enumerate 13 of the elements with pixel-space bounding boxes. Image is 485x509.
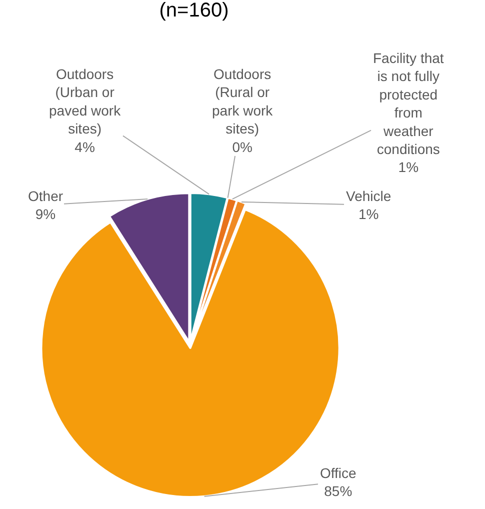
data-label: 9% bbox=[35, 206, 56, 222]
data-label: 85% bbox=[324, 483, 352, 500]
chart-title: (n=160) bbox=[159, 0, 229, 22]
category-label: Outdoors (Rural or park work sites) bbox=[212, 66, 273, 137]
text: 0% bbox=[232, 138, 252, 155]
slice-label: Office bbox=[320, 465, 357, 481]
data-label: 1% bbox=[398, 159, 419, 176]
slice-label: Other bbox=[28, 188, 64, 204]
slice-label: Facility that is not fully protected from weather conditions bbox=[373, 50, 444, 157]
slice-label: Outdoors (Urban or paved work sites) bbox=[49, 66, 122, 137]
data-label: 1% bbox=[358, 206, 379, 222]
slice-label: Vehicle bbox=[346, 188, 392, 204]
data-label: 4% bbox=[74, 138, 95, 155]
